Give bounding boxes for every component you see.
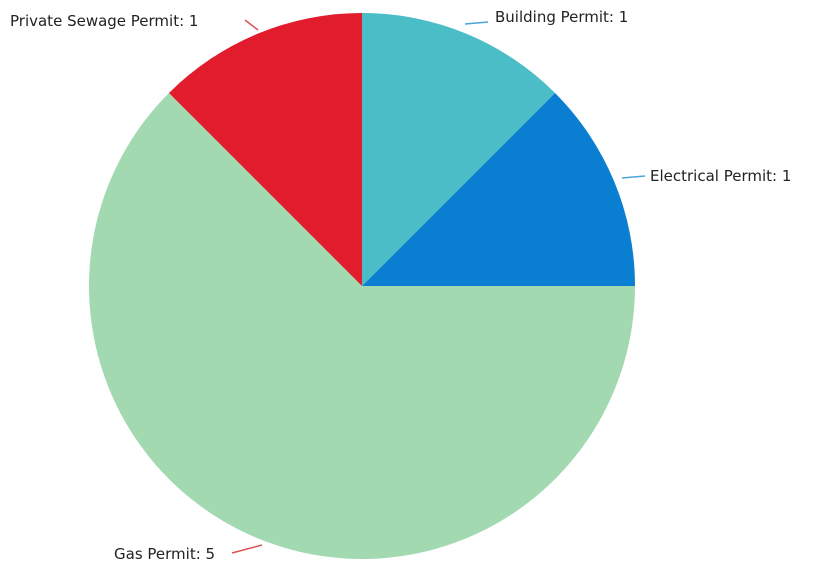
leader-line-electrical-permit	[621, 175, 646, 179]
pie-slice-private-sewage-permit[interactable]	[168, 13, 362, 286]
pie-slices	[88, 13, 635, 560]
slice-label-building-permit: Building Permit: 1	[495, 8, 628, 26]
slice-label-gas-permit: Gas Permit: 5	[114, 545, 215, 563]
pie-slice-electrical-permit[interactable]	[362, 92, 635, 287]
leader-line-gas-permit	[231, 544, 263, 554]
slice-label-electrical-permit: Electrical Permit: 1	[650, 167, 791, 185]
pie-slice-building-permit[interactable]	[362, 13, 556, 286]
slice-label-private-sewage-permit: Private Sewage Permit: 1	[10, 12, 198, 30]
pie-labels: Building Permit: 1 Electrical Permit: 1 Ga…	[10, 8, 791, 563]
leader-line-building-permit	[464, 21, 489, 25]
pie-slice-gas-permit[interactable]	[88, 92, 635, 560]
leader-line-private-sewage-permit	[244, 19, 259, 31]
